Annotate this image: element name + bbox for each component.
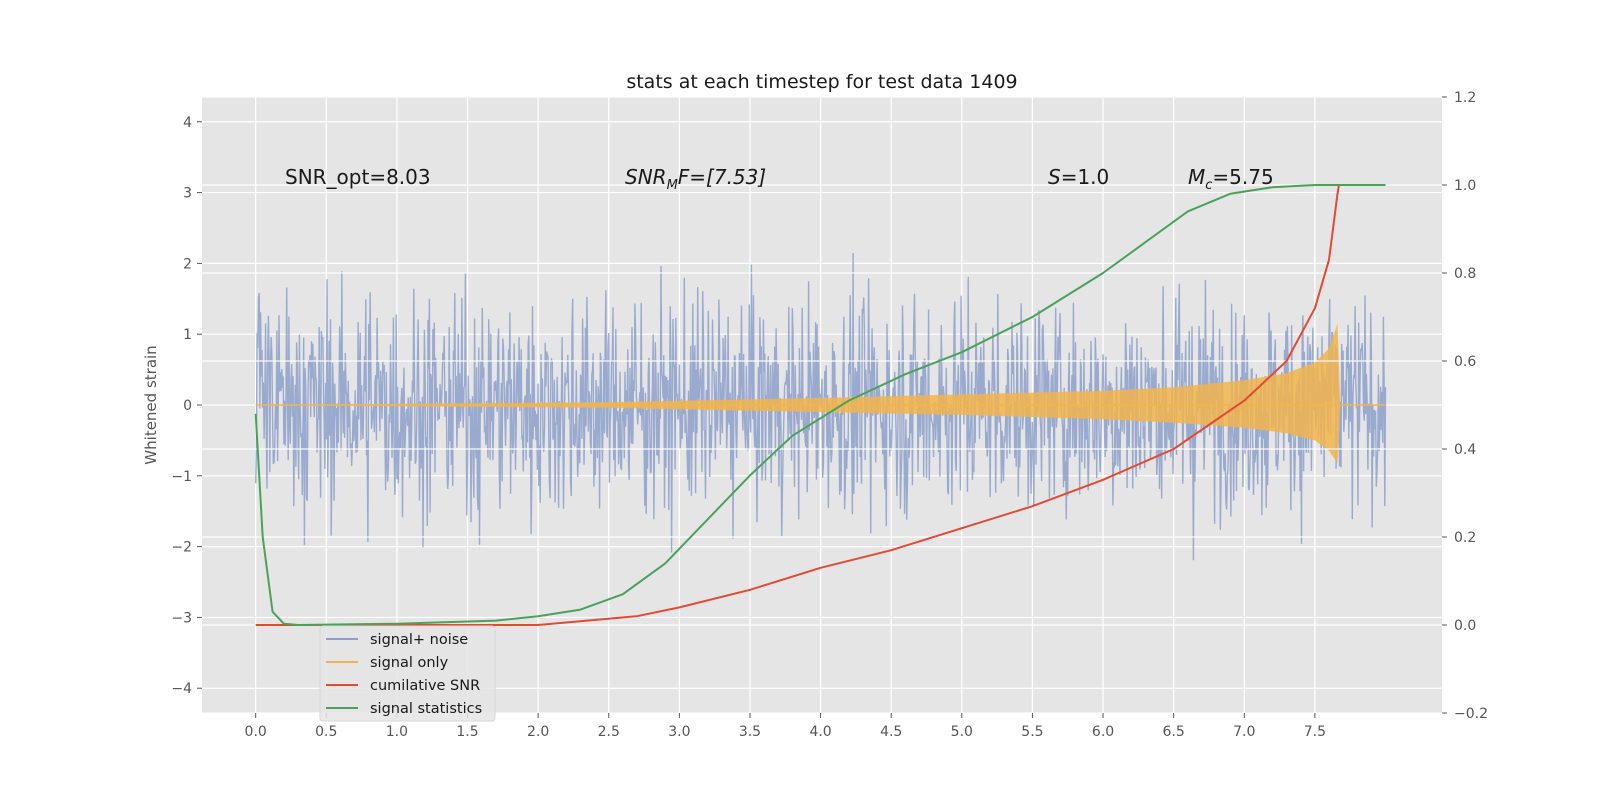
x-tick-label: 5.5 bbox=[1021, 724, 1043, 740]
y-axis-label: Whitened strain bbox=[142, 345, 160, 464]
x-tick-label: 7.0 bbox=[1233, 724, 1255, 740]
y-tick-label: −1 bbox=[171, 469, 192, 485]
x-tick-label: 5.0 bbox=[951, 724, 973, 740]
y2-tick-label: 0.4 bbox=[1454, 442, 1476, 458]
y-tick-label: −3 bbox=[171, 610, 192, 626]
y2-tick-label: −0.2 bbox=[1454, 706, 1488, 722]
annotation-mc: Mc=5.75 bbox=[1188, 165, 1274, 193]
y2-tick-label: 0.2 bbox=[1454, 530, 1476, 546]
x-tick-label: 1.0 bbox=[386, 724, 408, 740]
annotation-snr-mf: SNRMF=[7.53] bbox=[625, 165, 766, 193]
x-tick-label: 2.5 bbox=[598, 724, 620, 740]
y-tick-label: −2 bbox=[171, 540, 192, 556]
x-tick-label: 3.5 bbox=[739, 724, 761, 740]
x-tick-label: 1.5 bbox=[456, 724, 478, 740]
legend-label-stats: signal statistics bbox=[370, 701, 482, 717]
x-tick-label: 3.0 bbox=[668, 724, 690, 740]
y-tick-label: 0 bbox=[183, 398, 192, 414]
x-tick-label: 4.0 bbox=[809, 724, 831, 740]
x-tick-label: 0.5 bbox=[315, 724, 337, 740]
x-tick-label: 6.5 bbox=[1163, 724, 1185, 740]
y2-tick-label: 1.2 bbox=[1454, 90, 1476, 106]
cumulative-snr-line bbox=[255, 184, 1386, 626]
signal-envelope bbox=[255, 323, 1386, 464]
y2-tick-label: 1.0 bbox=[1454, 178, 1476, 194]
y-axis-ticks: 4 3 2 1 0 −1 −2 −3 −4 bbox=[171, 115, 202, 697]
signal-statistics-line bbox=[254, 184, 1386, 626]
stat-lines bbox=[254, 184, 1386, 626]
y-tick-label: 1 bbox=[183, 327, 192, 343]
annotation-s: S=1.0 bbox=[1048, 165, 1109, 189]
x-tick-label: 6.0 bbox=[1092, 724, 1114, 740]
y2-axis-ticks: 1.2 1.0 0.8 0.6 0.4 0.2 0.0 −0.2 bbox=[1442, 90, 1488, 722]
x-tick-label: 2.0 bbox=[527, 724, 549, 740]
signal-only-series bbox=[255, 323, 1386, 464]
legend-box bbox=[319, 625, 496, 722]
x-tick-label: 7.5 bbox=[1304, 724, 1326, 740]
legend: signal+ noise signal only cumilative SNR… bbox=[319, 625, 496, 722]
x-axis-ticks: 0.0 0.5 1.0 1.5 2.0 2.5 3.0 3.5 4.0 4.5 5.0 5.5 6.0 6… bbox=[245, 713, 1326, 740]
y2-tick-label: 0.8 bbox=[1454, 266, 1476, 282]
y2-tick-label: 0.0 bbox=[1454, 618, 1476, 634]
annotation-snr-opt: SNR_opt=8.03 bbox=[285, 165, 431, 189]
x-tick-label: 4.5 bbox=[880, 724, 902, 740]
y-tick-label: 3 bbox=[183, 186, 192, 202]
y2-tick-label: 0.6 bbox=[1454, 354, 1476, 370]
y-tick-label: −4 bbox=[171, 681, 192, 697]
x-tick-label: 0.0 bbox=[245, 724, 267, 740]
legend-label-snr: cumilative SNR bbox=[370, 678, 480, 694]
y-tick-label: 4 bbox=[183, 115, 192, 131]
y-tick-label: 2 bbox=[183, 256, 192, 272]
legend-label-signal: signal only bbox=[370, 655, 449, 671]
chart-title: stats at each timestep for test data 140… bbox=[626, 71, 1017, 93]
legend-label-noise: signal+ noise bbox=[370, 632, 468, 648]
